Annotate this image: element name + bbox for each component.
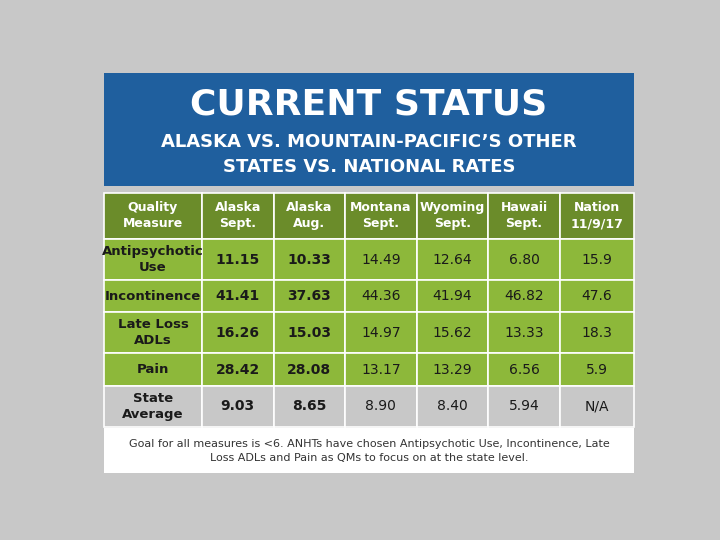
Text: Hawaii
Sept.: Hawaii Sept. [500, 201, 548, 231]
Bar [274, 239, 345, 280]
Bar [560, 239, 634, 280]
Text: Alaska
Sept.: Alaska Sept. [215, 201, 261, 231]
Bar [345, 386, 417, 427]
Text: 12.64: 12.64 [433, 253, 472, 267]
Bar [104, 280, 202, 312]
Bar [488, 193, 560, 239]
Bar [560, 280, 634, 312]
Text: 5.94: 5.94 [508, 399, 539, 413]
Bar [417, 312, 488, 354]
Bar [488, 239, 560, 280]
Bar [202, 239, 274, 280]
Text: 13.33: 13.33 [504, 326, 544, 340]
Bar [345, 239, 417, 280]
Bar [274, 354, 345, 386]
Bar [417, 386, 488, 427]
Bar [560, 354, 634, 386]
Bar [488, 386, 560, 427]
Bar [104, 72, 634, 186]
Bar [274, 312, 345, 354]
Bar [417, 239, 488, 280]
Text: Incontinence: Incontinence [105, 290, 201, 303]
Text: 15.62: 15.62 [433, 326, 472, 340]
Bar [202, 193, 274, 239]
Text: Pain: Pain [137, 363, 169, 376]
Text: Goal for all measures is <6. ANHTs have chosen Antipsychotic Use, Incontinence, : Goal for all measures is <6. ANHTs have … [129, 438, 609, 463]
Text: Montana
Sept.: Montana Sept. [350, 201, 412, 231]
Text: 47.6: 47.6 [582, 289, 612, 303]
Text: Alaska
Aug.: Alaska Aug. [286, 201, 333, 231]
Bar [417, 354, 488, 386]
Bar [345, 312, 417, 354]
Bar [202, 354, 274, 386]
Text: Nation
11/9/17: Nation 11/9/17 [570, 201, 624, 231]
Bar [202, 280, 274, 312]
Text: 13.17: 13.17 [361, 362, 401, 376]
Text: 18.3: 18.3 [582, 326, 613, 340]
Text: 10.33: 10.33 [287, 253, 331, 267]
Bar [560, 386, 634, 427]
Bar [488, 312, 560, 354]
Bar [104, 428, 634, 473]
Bar [345, 280, 417, 312]
Text: Antipsychotic
Use: Antipsychotic Use [102, 245, 204, 274]
Bar [202, 386, 274, 427]
Text: 44.36: 44.36 [361, 289, 400, 303]
Text: 13.29: 13.29 [433, 362, 472, 376]
Bar [560, 193, 634, 239]
Bar [274, 280, 345, 312]
Text: 37.63: 37.63 [287, 289, 331, 303]
Text: 6.80: 6.80 [508, 253, 539, 267]
Text: N/A: N/A [585, 399, 609, 413]
Bar [104, 354, 202, 386]
Bar [345, 354, 417, 386]
Text: 11.15: 11.15 [216, 253, 260, 267]
Text: 28.42: 28.42 [216, 362, 260, 376]
Text: 14.49: 14.49 [361, 253, 401, 267]
Text: Wyoming
Sept.: Wyoming Sept. [420, 201, 485, 231]
Text: 28.08: 28.08 [287, 362, 331, 376]
Bar [104, 386, 202, 427]
Text: State
Average: State Average [122, 392, 184, 421]
Text: 9.03: 9.03 [221, 399, 255, 413]
Text: ALASKA VS. MOUNTAIN-PACIFIC’S OTHER
STATES VS. NATIONAL RATES: ALASKA VS. MOUNTAIN-PACIFIC’S OTHER STAT… [161, 133, 577, 176]
Text: 6.56: 6.56 [508, 362, 539, 376]
Bar [560, 312, 634, 354]
Bar [104, 312, 202, 354]
Text: 15.9: 15.9 [582, 253, 613, 267]
Text: 46.82: 46.82 [504, 289, 544, 303]
Bar [274, 193, 345, 239]
Bar [202, 312, 274, 354]
Bar [417, 193, 488, 239]
Bar [104, 193, 202, 239]
Text: 41.41: 41.41 [216, 289, 260, 303]
Bar [104, 239, 202, 280]
Bar [417, 280, 488, 312]
Text: 15.03: 15.03 [287, 326, 331, 340]
Bar [488, 354, 560, 386]
Text: 16.26: 16.26 [216, 326, 260, 340]
Text: 8.40: 8.40 [437, 399, 468, 413]
Text: 41.94: 41.94 [433, 289, 472, 303]
Bar [345, 193, 417, 239]
Text: Quality
Measure: Quality Measure [123, 201, 183, 231]
Text: 5.9: 5.9 [586, 362, 608, 376]
Text: 8.90: 8.90 [366, 399, 397, 413]
Text: CURRENT STATUS: CURRENT STATUS [190, 88, 548, 122]
Text: 8.65: 8.65 [292, 399, 327, 413]
Text: Late Loss
ADLs: Late Loss ADLs [117, 319, 189, 347]
Text: 14.97: 14.97 [361, 326, 401, 340]
Bar [488, 280, 560, 312]
Bar [274, 386, 345, 427]
